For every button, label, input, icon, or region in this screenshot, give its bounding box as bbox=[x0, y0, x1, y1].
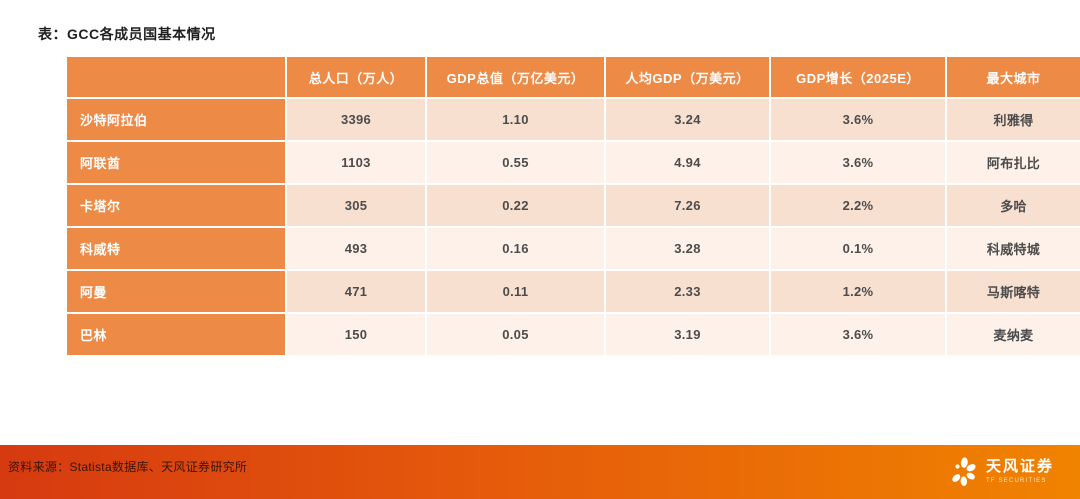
header-largest-city: 最大城市 bbox=[947, 57, 1080, 97]
header-country bbox=[67, 57, 285, 97]
logo-name: 天风证券 bbox=[985, 458, 1054, 476]
header-population: 总人口（万人） bbox=[287, 57, 425, 97]
tf-securities-logo: 天风证券 TF SECURITIES bbox=[947, 456, 1054, 488]
cell-gdp-total: 0.05 bbox=[427, 314, 604, 355]
header-gdp-growth: GDP增长（2025E） bbox=[771, 57, 945, 97]
cell-largest-city: 多哈 bbox=[947, 185, 1080, 226]
cell-population: 150 bbox=[287, 314, 425, 355]
source-note: 资料来源：Statista数据库、天风证券研究所 bbox=[8, 460, 248, 474]
cell-largest-city: 科威特城 bbox=[947, 228, 1080, 269]
logo-text: 天风证券 TF SECURITIES bbox=[986, 459, 1054, 484]
gcc-members-table: 总人口（万人） GDP总值（万亿美元） 人均GDP（万美元） GDP增长（202… bbox=[65, 55, 1080, 357]
cell-gdp-per-capita: 3.24 bbox=[606, 99, 769, 140]
header-gdp-total: GDP总值（万亿美元） bbox=[427, 57, 604, 97]
table-row: 阿联酋 1103 0.55 4.94 3.6% 阿布扎比 bbox=[67, 142, 1080, 183]
table-row: 卡塔尔 305 0.22 7.26 2.2% 多哈 bbox=[67, 185, 1080, 226]
cell-largest-city: 麦纳麦 bbox=[947, 314, 1080, 355]
cell-gdp-total: 0.22 bbox=[427, 185, 604, 226]
cell-population: 493 bbox=[287, 228, 425, 269]
cell-country: 科威特 bbox=[67, 228, 285, 269]
header-gdp-per-capita: 人均GDP（万美元） bbox=[606, 57, 769, 97]
table-row: 阿曼 471 0.11 2.33 1.2% 马斯喀特 bbox=[67, 271, 1080, 312]
logo-subtitle: TF SECURITIES bbox=[985, 477, 1047, 484]
cell-country: 巴林 bbox=[67, 314, 285, 355]
cell-population: 305 bbox=[287, 185, 425, 226]
table-header-row: 总人口（万人） GDP总值（万亿美元） 人均GDP（万美元） GDP增长（202… bbox=[67, 57, 1080, 97]
cell-gdp-growth: 2.2% bbox=[771, 185, 945, 226]
cell-gdp-total: 0.11 bbox=[427, 271, 604, 312]
cell-gdp-per-capita: 3.28 bbox=[606, 228, 769, 269]
cell-largest-city: 利雅得 bbox=[947, 99, 1080, 140]
cell-gdp-per-capita: 3.19 bbox=[606, 314, 769, 355]
cell-population: 3396 bbox=[287, 99, 425, 140]
cell-population: 1103 bbox=[287, 142, 425, 183]
cell-gdp-growth: 3.6% bbox=[771, 99, 945, 140]
cell-largest-city: 马斯喀特 bbox=[947, 271, 1080, 312]
page-title: 表：GCC各成员国基本情况 bbox=[38, 26, 216, 42]
cell-gdp-total: 0.16 bbox=[427, 228, 604, 269]
cell-gdp-per-capita: 4.94 bbox=[606, 142, 769, 183]
cell-gdp-total: 1.10 bbox=[427, 99, 604, 140]
table-row: 沙特阿拉伯 3396 1.10 3.24 3.6% 利雅得 bbox=[67, 99, 1080, 140]
table-row: 科威特 493 0.16 3.28 0.1% 科威特城 bbox=[67, 228, 1080, 269]
cell-country: 阿曼 bbox=[67, 271, 285, 312]
cell-gdp-growth: 3.6% bbox=[771, 314, 945, 355]
flower-logo-icon bbox=[952, 457, 976, 486]
footer-band: 资料来源：Statista数据库、天风证券研究所 天风证券 TF SECURIT… bbox=[0, 445, 1080, 499]
cell-gdp-growth: 0.1% bbox=[771, 228, 945, 269]
cell-country: 卡塔尔 bbox=[67, 185, 285, 226]
cell-gdp-per-capita: 7.26 bbox=[606, 185, 769, 226]
cell-country: 阿联酋 bbox=[67, 142, 285, 183]
cell-gdp-growth: 3.6% bbox=[771, 142, 945, 183]
table-row: 巴林 150 0.05 3.19 3.6% 麦纳麦 bbox=[67, 314, 1080, 355]
cell-population: 471 bbox=[287, 271, 425, 312]
cell-gdp-total: 0.55 bbox=[427, 142, 604, 183]
cell-country: 沙特阿拉伯 bbox=[67, 99, 285, 140]
cell-gdp-per-capita: 2.33 bbox=[606, 271, 769, 312]
cell-largest-city: 阿布扎比 bbox=[947, 142, 1080, 183]
cell-gdp-growth: 1.2% bbox=[771, 271, 945, 312]
